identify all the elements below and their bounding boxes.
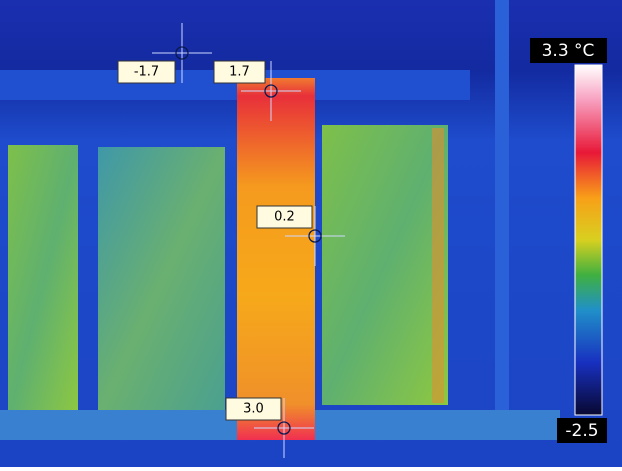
heated-column (237, 78, 315, 440)
panel (8, 145, 78, 420)
spot-layer: -1.7 1.7 0.2 3.0 (117, 23, 345, 458)
scale-max-box (530, 38, 607, 63)
crosshair-ring (308, 229, 322, 243)
spot-crosshair (241, 61, 301, 121)
panel (98, 147, 225, 415)
spot-crosshair (285, 206, 345, 266)
scale-max-label: 3.3 °C (542, 41, 595, 61)
spot-label: 3.0 (243, 402, 264, 417)
spot-label-box (256, 205, 313, 229)
spot-label-box (225, 397, 282, 421)
scale-min-label: -2.5 (565, 421, 598, 441)
spot-label-box (213, 60, 266, 84)
crosshair-ring (175, 46, 189, 60)
scale-min-box (557, 418, 607, 443)
spot-crosshair (152, 23, 212, 83)
panel (322, 125, 448, 405)
spot-label: 1.7 (229, 65, 250, 80)
crosshair-ring (277, 421, 291, 435)
crosshair-ring (264, 84, 278, 98)
color-scale (574, 64, 603, 416)
spot-label: 0.2 (274, 210, 295, 225)
spot-crosshair (254, 398, 314, 458)
spot-label: -1.7 (134, 65, 159, 80)
spot-label-box (117, 60, 176, 84)
pillar (495, 0, 509, 420)
panel-edge (432, 128, 444, 403)
